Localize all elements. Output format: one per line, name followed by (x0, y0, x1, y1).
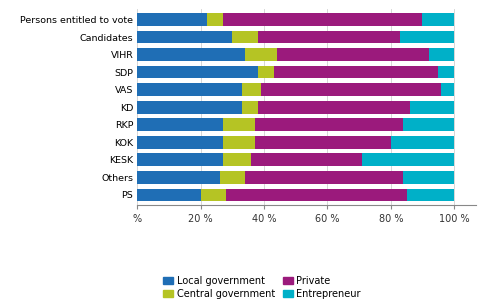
Bar (137, 118, 223, 131)
Bar (258, 101, 410, 114)
Bar (258, 66, 273, 79)
Bar (407, 188, 454, 201)
Bar (255, 136, 391, 149)
Bar (137, 136, 223, 149)
Bar (258, 31, 400, 43)
Bar (207, 13, 223, 26)
Bar (242, 101, 258, 114)
Bar (410, 101, 454, 114)
Bar (223, 13, 422, 26)
Bar (137, 153, 223, 166)
Bar (223, 136, 255, 149)
Bar (404, 171, 454, 184)
Bar (137, 13, 207, 26)
Bar (261, 83, 441, 96)
Bar (137, 83, 242, 96)
Bar (273, 66, 438, 79)
Bar (277, 48, 429, 61)
Bar (441, 83, 454, 96)
Bar (245, 48, 277, 61)
Bar (404, 118, 454, 131)
Bar (422, 13, 454, 26)
Bar (226, 188, 407, 201)
Bar (201, 188, 226, 201)
Bar (391, 136, 454, 149)
Bar (429, 48, 454, 61)
Bar (255, 118, 404, 131)
Bar (251, 153, 362, 166)
Bar (137, 66, 258, 79)
Bar (137, 101, 242, 114)
Bar (245, 171, 404, 184)
Bar (362, 153, 454, 166)
Bar (137, 171, 220, 184)
Legend: Local government, Central government, Private, Entrepreneur: Local government, Central government, Pr… (159, 272, 365, 302)
Bar (400, 31, 454, 43)
Bar (137, 188, 201, 201)
Bar (438, 66, 454, 79)
Bar (137, 48, 245, 61)
Bar (223, 153, 251, 166)
Bar (242, 83, 261, 96)
Bar (232, 31, 258, 43)
Bar (223, 118, 255, 131)
Bar (137, 31, 232, 43)
Bar (220, 171, 245, 184)
